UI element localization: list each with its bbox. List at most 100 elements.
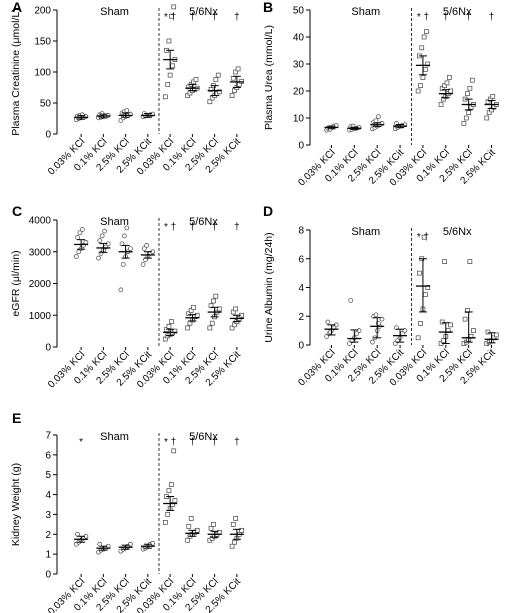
- data-point: [166, 38, 172, 44]
- group-label: Sham: [100, 6, 129, 18]
- data-point: [422, 292, 428, 298]
- y-tick-label: 2: [298, 312, 304, 323]
- y-tick-label: 3000: [29, 247, 52, 258]
- data-point: [140, 262, 146, 267]
- data-point: [165, 512, 171, 517]
- data-point: [75, 235, 80, 240]
- data-point: [215, 72, 221, 78]
- data-point: [162, 520, 168, 525]
- significance-mark: †: [234, 437, 240, 448]
- data-point: [415, 335, 421, 341]
- y-axis-label: Urine Albumin (mg/24h): [263, 232, 275, 342]
- data-point: [465, 91, 470, 97]
- data-point: [186, 523, 192, 529]
- data-point: [325, 319, 331, 325]
- significance-mark: †: [190, 437, 196, 448]
- data-point: [471, 328, 476, 333]
- data-point: [73, 254, 79, 259]
- data-point: [370, 339, 375, 345]
- y-tick-label: 1: [45, 550, 51, 561]
- data-point: [99, 233, 105, 239]
- data-point: [77, 230, 83, 236]
- panel-label: D: [263, 203, 273, 219]
- data-point: [229, 543, 235, 549]
- group-label: Sham: [100, 431, 129, 443]
- significance-mark: *: [79, 437, 83, 448]
- data-point: [420, 75, 426, 80]
- data-point: [442, 259, 447, 264]
- data-point: [235, 66, 241, 72]
- data-point: [75, 531, 80, 537]
- data-point: [418, 83, 423, 88]
- y-tick-label: 50: [293, 6, 305, 17]
- data-point: [96, 255, 101, 261]
- significance-mark: †: [212, 437, 218, 448]
- data-point: [168, 319, 174, 324]
- y-tick-label: 4: [45, 490, 51, 501]
- data-point: [233, 516, 239, 521]
- data-point: [229, 325, 235, 331]
- data-point: [373, 312, 379, 318]
- data-point: [162, 336, 168, 342]
- data-point: [486, 110, 492, 115]
- significance-mark: †: [234, 12, 240, 23]
- data-point: [467, 85, 473, 91]
- panel-label: E: [12, 410, 21, 426]
- data-point: [448, 88, 453, 94]
- y-tick-label: 0: [298, 141, 304, 152]
- data-point: [232, 539, 237, 545]
- data-point: [168, 13, 174, 19]
- data-point: [230, 309, 236, 315]
- y-axis-label: eGFR (μl/min): [10, 250, 22, 316]
- panel-label: A: [12, 0, 22, 15]
- y-axis-label: Plasma Urea (mmol/L): [263, 25, 275, 130]
- group-label: Sham: [100, 216, 129, 228]
- data-point: [484, 115, 490, 121]
- significance-mark: †: [466, 12, 472, 23]
- data-point: [233, 306, 239, 312]
- y-tick-label: 50: [40, 99, 52, 110]
- significance-mark: †: [212, 222, 218, 233]
- panel-a: A 0 50 100 150 200 Plasma Creatinine (μmol/L) S…: [10, 0, 245, 178]
- significance-mark: †: [234, 222, 240, 233]
- y-tick-label: 2000: [29, 279, 52, 290]
- data-point: [490, 94, 496, 99]
- data-point: [439, 85, 445, 91]
- group-label: Sham: [351, 6, 380, 18]
- data-point: [122, 233, 127, 239]
- data-point: [207, 99, 213, 105]
- data-point: [185, 537, 190, 543]
- data-point: [188, 516, 194, 521]
- data-point: [97, 238, 103, 243]
- panel-b: B 0 10 20 30 40 50 Plasma Urea (mmol/L) Sham 5/6N…: [263, 0, 499, 189]
- data-point: [485, 99, 491, 105]
- data-point: [229, 93, 235, 98]
- data-point: [441, 96, 446, 102]
- significance-mark: †: [443, 12, 449, 23]
- y-tick-label: 0: [45, 570, 51, 581]
- data-point: [438, 102, 444, 107]
- data-point: [461, 121, 467, 126]
- panel-label: C: [12, 203, 22, 219]
- y-tick-label: 6: [45, 450, 51, 461]
- group-label: 5/6Nx: [189, 6, 218, 18]
- data-point: [79, 227, 85, 232]
- data-point: [467, 259, 473, 264]
- y-tick-label: 150: [34, 37, 51, 48]
- data-point: [418, 321, 423, 326]
- data-point: [213, 77, 219, 82]
- data-point: [444, 80, 450, 86]
- data-point: [424, 29, 429, 34]
- data-point: [83, 239, 89, 245]
- y-axis-label: Plasma Creatinine (μmol/L): [10, 8, 22, 135]
- y-tick-label: 2: [45, 530, 51, 541]
- group-label: Sham: [351, 226, 380, 238]
- y-tick-label: 100: [34, 68, 51, 79]
- data-point: [356, 328, 362, 333]
- data-point: [207, 325, 213, 331]
- data-point: [124, 225, 130, 231]
- data-point: [208, 87, 214, 92]
- data-point: [170, 63, 175, 69]
- group-label: 5/6Nx: [189, 216, 218, 228]
